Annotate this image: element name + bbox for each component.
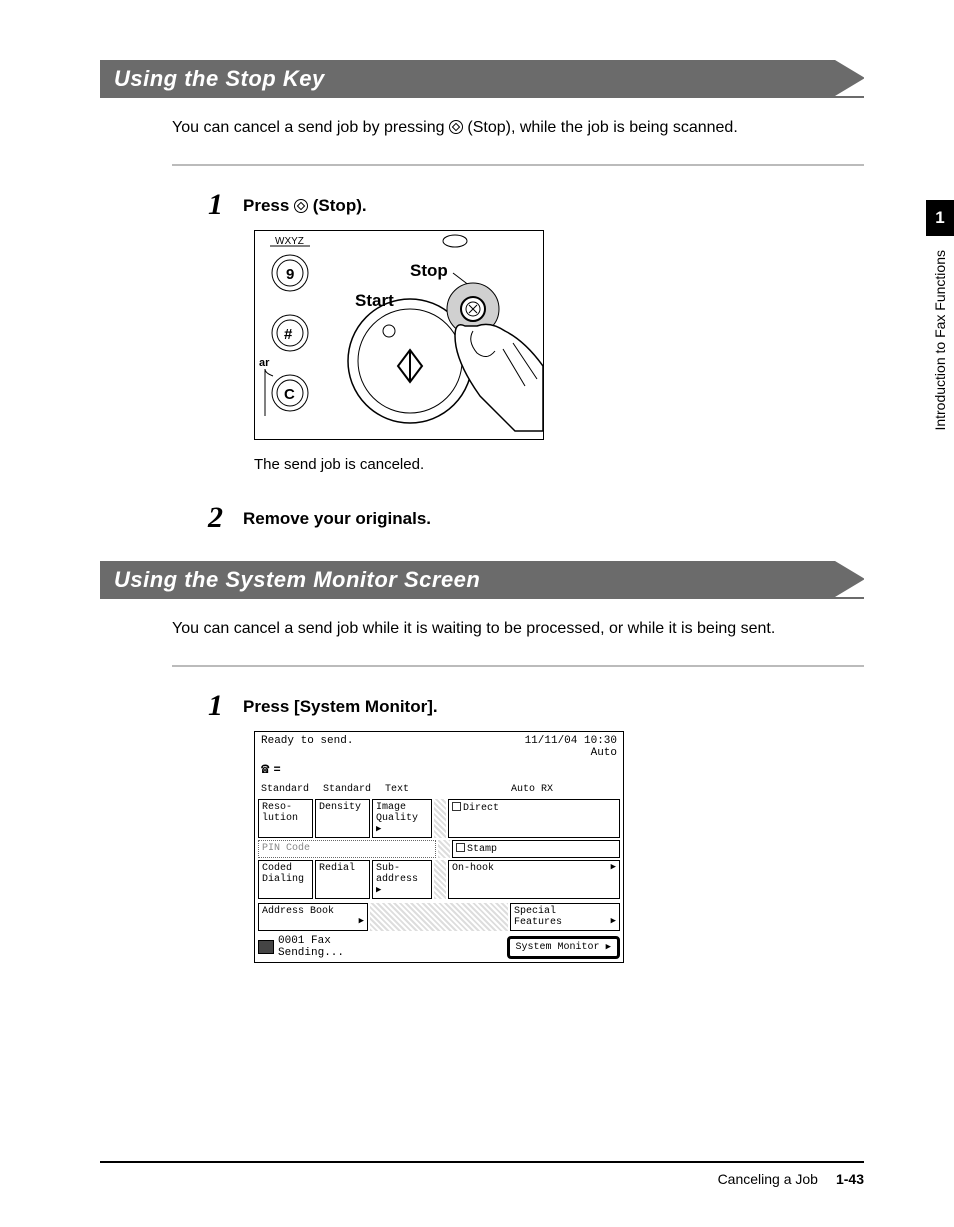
lcd-datetime: 11/11/04 10:30 [525,735,617,747]
btn-pin-code: PIN Code [258,840,436,858]
btn-density[interactable]: Density [315,799,370,838]
lcd-screen-illustration: Ready to send. 11/11/04 10:30 Auto ☎ = S… [254,731,624,963]
phone-icon: ☎ [261,761,269,778]
step-text: Press (Stop). [243,190,367,216]
btn-on-hook[interactable]: On-hook ▶ [448,860,620,899]
printer-icon [258,940,274,954]
btn-special-features[interactable]: Special Features ▶ [510,903,620,931]
stop-icon [294,199,308,213]
btn-redial[interactable]: Redial [315,860,370,899]
step-text: Remove your originals. [243,503,431,529]
stop-icon [449,120,463,134]
step-number: 2 [208,503,223,533]
footer-title: Canceling a Job [718,1171,818,1187]
control-panel-illustration: WXYZ 9 # ar C Stop Start [254,230,544,440]
lcd-auto: Auto [591,747,617,759]
section-title: Using the Stop Key [114,66,325,91]
step-2: 2 Remove your originals. [208,503,864,533]
step-number: 1 [208,190,223,220]
svg-text:#: # [284,326,293,343]
section-header-system-monitor: Using the System Monitor Screen [100,561,864,599]
svg-text:Stop: Stop [410,261,448,280]
step-number: 1 [208,691,223,721]
step-1b: 1 Press [System Monitor]. [208,691,864,721]
lcd-ready: Ready to send. [261,735,353,759]
lcd-job-id: 0001 Fax [278,935,331,947]
btn-system-monitor[interactable]: System Monitor ▶ [507,936,620,959]
lcd-status: Auto RX [444,782,620,797]
btn-direct[interactable]: Direct [448,799,620,838]
svg-text:9: 9 [286,266,294,283]
btn-image-quality[interactable]: Image Quality ▶ [372,799,432,838]
svg-text:C: C [284,386,295,403]
divider [172,164,864,166]
lcd-job-status: Sending... [278,947,344,959]
divider [172,665,864,667]
lcd-status: Standard [320,782,380,797]
step1-result: The send job is canceled. [254,456,864,473]
equals-sign: = [273,763,280,777]
btn-coded-dialing[interactable]: Coded Dialing [258,860,313,899]
page-number: 1-43 [836,1171,864,1187]
section-header-stop-key: Using the Stop Key [100,60,864,98]
section-title: Using the System Monitor Screen [114,567,480,592]
step-text: Press [System Monitor]. [243,691,438,717]
lcd-status: Text [382,782,442,797]
section1-intro: You can cancel a send job by pressing (S… [172,116,864,140]
lcd-status: Standard [258,782,318,797]
wxyz-label: WXYZ [275,236,304,247]
btn-subaddress[interactable]: Sub- address ▶ [372,860,432,899]
btn-stamp[interactable]: Stamp [452,840,620,858]
section2-intro: You can cancel a send job while it is wa… [172,617,864,641]
svg-text:ar: ar [259,357,270,369]
svg-text:Start: Start [355,291,394,310]
btn-resolution[interactable]: Reso- lution [258,799,313,838]
page-footer: Canceling a Job 1-43 [100,1161,864,1187]
step-1: 1 Press (Stop). [208,190,864,220]
btn-address-book[interactable]: Address Book▶ [258,903,368,931]
